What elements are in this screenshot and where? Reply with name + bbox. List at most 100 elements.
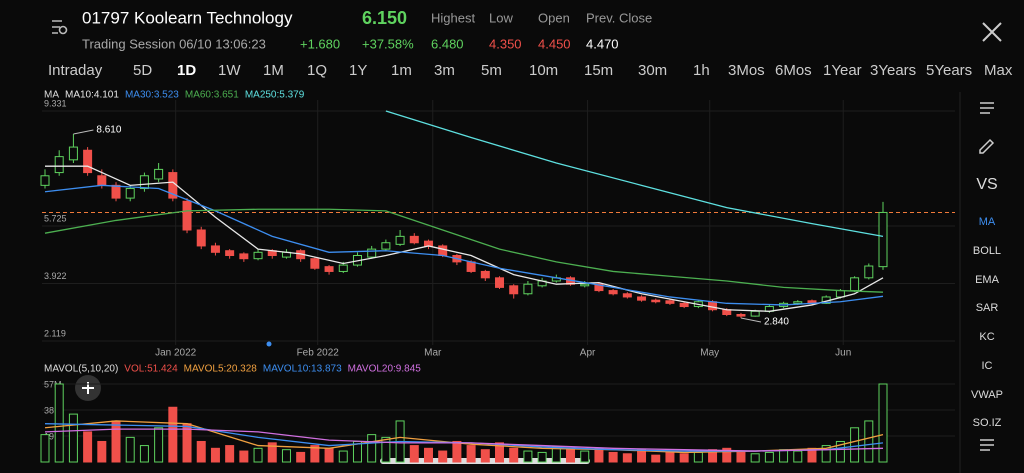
period-tab[interactable]: 1h <box>693 62 710 79</box>
candle-body <box>239 253 249 260</box>
x-tick-label: Jun <box>835 348 851 359</box>
candle-body <box>495 277 505 288</box>
volume-bar <box>750 453 760 463</box>
volume-bar <box>125 436 135 463</box>
period-tab[interactable]: 1Year <box>823 62 862 79</box>
indicator-tool[interactable]: IC <box>982 360 993 372</box>
x-tick-label: Feb 2022 <box>297 348 340 359</box>
period-tab[interactable]: 5Years <box>926 62 972 79</box>
volume-bar <box>196 440 206 463</box>
indicator-tool[interactable]: MA <box>979 216 996 228</box>
volume-bar <box>580 450 590 463</box>
candle-body <box>40 175 50 186</box>
candle-body <box>182 200 192 231</box>
indicator-tool[interactable]: VS <box>976 176 997 193</box>
candle-body <box>622 293 632 298</box>
close-button[interactable] <box>982 22 1002 42</box>
event-dot <box>266 341 272 347</box>
indicator-tool[interactable]: KC <box>979 331 994 343</box>
settings-icon[interactable] <box>980 439 994 451</box>
candle-body <box>111 184 121 199</box>
indicator-tool[interactable]: VWAP <box>971 389 1003 401</box>
volume-bar <box>225 445 235 463</box>
period-tab[interactable]: 1m <box>391 62 412 79</box>
volume-bar <box>480 449 490 463</box>
indicator-tool[interactable]: EMA <box>975 274 1000 286</box>
period-tab[interactable]: 30m <box>638 62 667 79</box>
change: +1.680 <box>300 36 340 51</box>
candle-body <box>750 310 760 317</box>
y-tick-label: 57M <box>44 379 62 389</box>
volume-bar <box>139 445 149 463</box>
period-tab[interactable]: 5D <box>133 62 152 79</box>
volume-bar <box>154 427 164 463</box>
candle-body <box>423 240 433 247</box>
candle-body <box>637 296 647 301</box>
list-icon[interactable] <box>980 102 994 114</box>
period-tab[interactable]: 3m <box>434 62 455 79</box>
session: Trading Session 06/10 13:06:23 <box>82 36 266 51</box>
y-tick-label: 2.119 <box>44 328 66 338</box>
stat-label: Highest <box>431 10 475 25</box>
candle-body <box>139 175 149 190</box>
period-tab[interactable]: 1D <box>177 62 196 79</box>
period-tab[interactable]: 6Mos <box>775 62 812 79</box>
menu-icon[interactable] <box>52 20 68 35</box>
period-tab[interactable]: 5m <box>481 62 502 79</box>
volume-bar <box>722 447 732 463</box>
period-tab[interactable]: Max <box>984 62 1013 79</box>
candle-body <box>54 156 64 174</box>
y-tick-label: 5.725 <box>44 213 67 223</box>
pen-icon[interactable] <box>979 138 995 154</box>
legend-title: MA <box>44 90 59 101</box>
stat-value: 4.450 <box>538 36 571 51</box>
candle-body <box>196 229 206 247</box>
x-tick-label: Jan 2022 <box>155 348 197 359</box>
volume-bar <box>693 451 703 463</box>
volume-bar <box>40 434 50 463</box>
candle-body <box>594 283 604 292</box>
indicator-tool[interactable]: SAR <box>976 302 999 314</box>
candle-body <box>608 290 618 295</box>
candle-body <box>708 301 718 311</box>
volume-bar <box>779 449 789 463</box>
annotation: 2.840 <box>764 317 789 328</box>
period-tab[interactable]: 1W <box>218 62 241 79</box>
candle-body <box>310 258 320 269</box>
volume-bar <box>878 383 888 463</box>
add-button[interactable] <box>75 375 101 401</box>
period-tab[interactable]: 3Mos <box>728 62 765 79</box>
volume-bar <box>452 440 462 463</box>
period-tab[interactable]: Intraday <box>48 62 103 79</box>
volume-bar <box>296 451 306 463</box>
price: 6.150 <box>362 8 407 28</box>
candle-body <box>580 283 590 287</box>
candle-body <box>395 235 405 245</box>
period-tab[interactable]: 1M <box>263 62 284 79</box>
legend-entry: MAVOL20:9.845 <box>348 364 422 375</box>
volume-bar <box>651 454 661 463</box>
candle-body <box>68 146 78 161</box>
candle-body <box>523 283 533 295</box>
stat-label: Open <box>538 10 570 25</box>
period-tab[interactable]: 3Years <box>870 62 916 79</box>
volume-bar <box>438 450 448 463</box>
legend-entry: MA30:3.523 <box>125 90 179 101</box>
period-tab[interactable]: 15m <box>584 62 613 79</box>
volume-bar <box>338 450 348 463</box>
indicator-tool[interactable]: SO.IZ <box>973 417 1002 429</box>
period-tab[interactable]: 1Y <box>349 62 367 79</box>
volume-bar <box>111 420 121 463</box>
indicator-tool[interactable]: BOLL <box>973 245 1001 257</box>
candle-body <box>324 266 334 272</box>
volume-bar <box>764 451 774 463</box>
volume-bar <box>381 436 391 463</box>
period-tab[interactable]: 10m <box>529 62 558 79</box>
period-tab[interactable]: 1Q <box>307 62 327 79</box>
volume-bar <box>168 406 178 463</box>
volume-bar <box>679 453 689 463</box>
candle-body <box>83 149 93 174</box>
stat-value: 4.470 <box>586 36 619 51</box>
